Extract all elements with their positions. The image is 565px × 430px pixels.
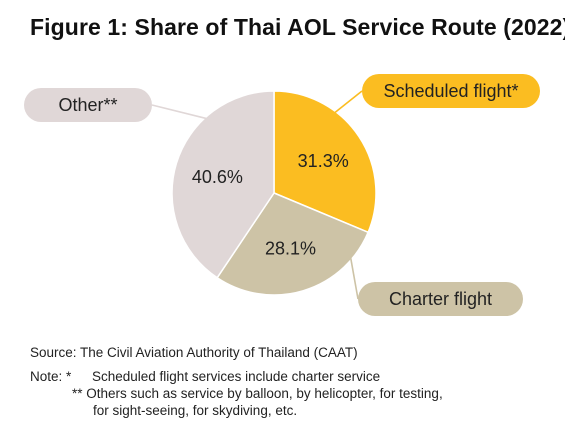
legend-pill-other — [24, 88, 152, 122]
legend-label-scheduled-flight: Scheduled flight* — [383, 81, 518, 101]
leader-line-scheduled-flight — [333, 90, 363, 114]
legend-label-other: Other** — [58, 95, 117, 115]
value-label-scheduled-flight: 31.3% — [298, 151, 349, 171]
legend-pill-scheduled-flight — [362, 74, 540, 108]
legend-label-charter-flight: Charter flight — [389, 289, 492, 309]
leader-line-other — [151, 104, 208, 120]
chart-title: Figure 1: Share of Thai AOL Service Rout… — [30, 14, 565, 40]
pie-slice-scheduled-flight — [273, 90, 377, 234]
note-line-3: for sight-seeing, for skydiving, etc. — [93, 403, 298, 418]
note-line-1: Note: * Scheduled flight services include… — [30, 369, 380, 384]
leader-line-charter-flight — [349, 257, 359, 300]
note-line-2: ** Others such as service by balloon, by… — [72, 386, 443, 401]
source-note: Source: The Civil Aviation Authority of … — [30, 345, 358, 360]
note-label: Note: * — [30, 369, 72, 384]
value-label-other: 40.6% — [192, 167, 243, 187]
pie-slice-other — [171, 90, 275, 279]
legend-pill-charter-flight — [358, 282, 523, 316]
note-text-1: Scheduled flight services include charte… — [92, 369, 381, 384]
pie-slice-charter-flight — [216, 192, 370, 296]
value-label-charter-flight: 28.1% — [265, 239, 316, 259]
